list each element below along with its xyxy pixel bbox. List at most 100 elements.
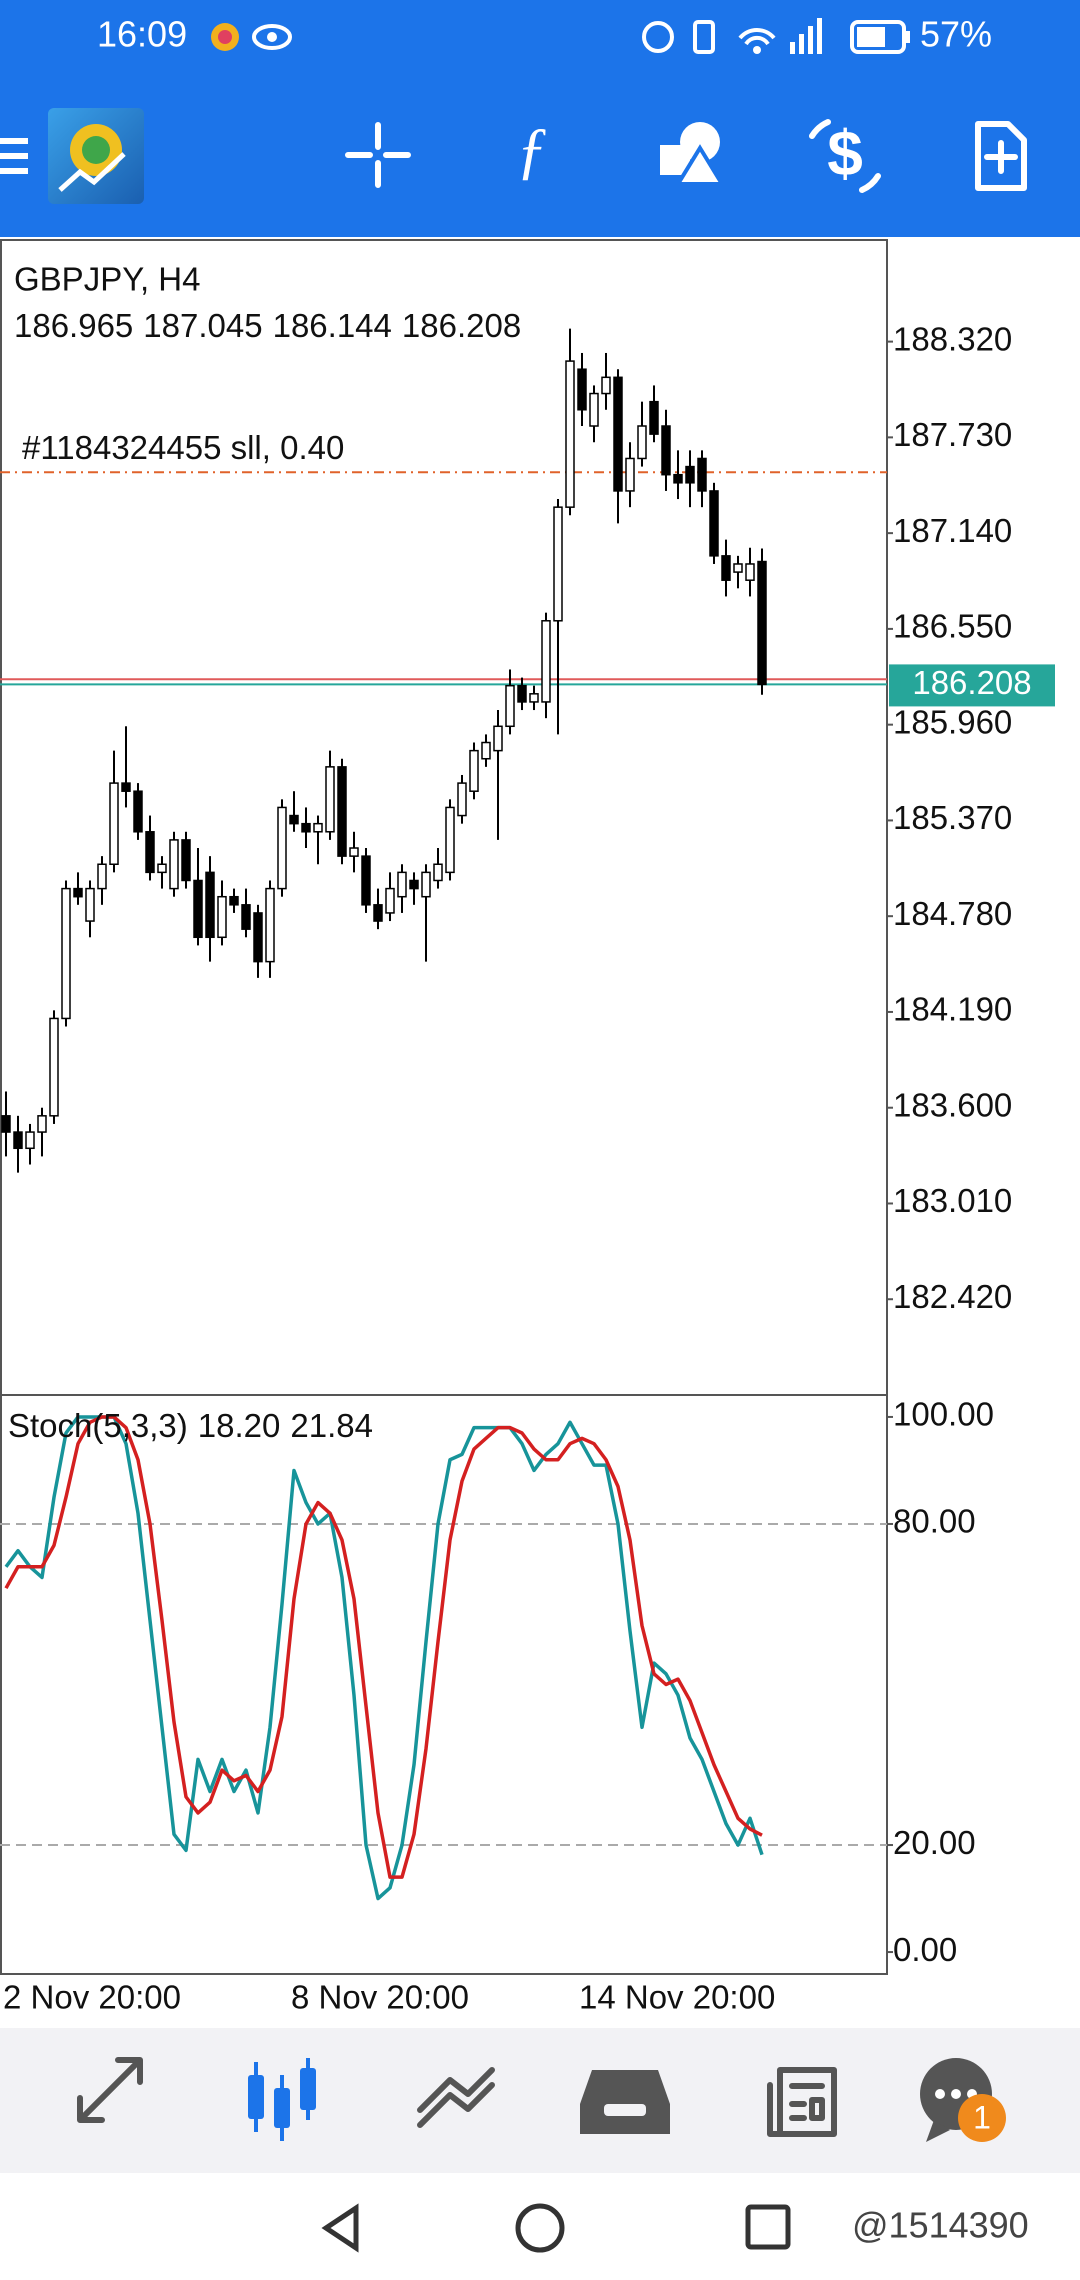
candle-body (25, 1131, 35, 1150)
candle-body (469, 749, 479, 792)
battery-level: 57% (920, 14, 992, 55)
trade-tab[interactable] (417, 2067, 495, 2128)
candle-body (385, 887, 395, 914)
candle-body (673, 473, 683, 484)
ohlc-low: 186.144 (273, 307, 392, 344)
y-tick-label: 185.960 (893, 703, 1012, 740)
candle-body (565, 360, 575, 508)
candle-body (85, 887, 95, 922)
candle-body (433, 863, 443, 882)
x-tick-label: 14 Nov 20:00 (579, 1979, 775, 2016)
indicators-button[interactable]: ƒ (516, 115, 548, 186)
ohlc-close: 186.208 (402, 307, 521, 344)
candle-body (517, 684, 527, 703)
candle-body (649, 400, 659, 435)
y-tick-label: 20.00 (893, 1824, 976, 1861)
candle-body (409, 879, 419, 890)
news-tab[interactable] (767, 2067, 837, 2137)
candle-body (217, 895, 227, 939)
notification-badge: 1 (973, 2099, 991, 2135)
y-tick-label: 185.370 (893, 799, 1012, 836)
quotes-tab[interactable] (77, 2057, 143, 2123)
stoch-value-label: 21.84 (290, 1407, 373, 1444)
y-tick-label: 183.010 (893, 1182, 1012, 1219)
crosshair-button[interactable] (345, 122, 411, 188)
ohlc-open: 186.965 (14, 307, 133, 344)
candle-body (121, 782, 131, 792)
candle-body (457, 782, 467, 817)
symbol-title: GBPJPY, H4 (14, 261, 200, 298)
bid-label: 186.208 (912, 664, 1031, 701)
candle-body (13, 1131, 23, 1150)
candle-body (661, 425, 671, 476)
ohlc-header: 186.965 187.045 186.144 186.208 (14, 307, 521, 344)
candle-body (697, 457, 707, 492)
candle-body (589, 392, 599, 427)
y-tick-label: 0.00 (893, 1931, 957, 1968)
candle-body (289, 814, 299, 825)
candle-body (361, 855, 371, 906)
svg-text:ƒ: ƒ (516, 115, 548, 186)
x-tick-label: 8 Nov 20:00 (291, 1979, 469, 2016)
menu-button[interactable] (0, 138, 28, 174)
recents-button[interactable] (745, 2204, 791, 2250)
candle-body (733, 563, 743, 573)
candle-body (205, 871, 215, 939)
bottom-nav (0, 2028, 1080, 2173)
stochastic-chart (0, 1415, 887, 1901)
axes: 188.320 187.730 187.140 186.550 185.960 185.3… (3, 320, 1055, 2016)
candle-body (685, 465, 695, 484)
candle-body (757, 560, 767, 686)
status-icons (211, 18, 910, 54)
candle-body (1, 1115, 11, 1133)
clock: 16:09 (97, 14, 187, 55)
back-button[interactable] (321, 2203, 359, 2253)
candle-body (505, 684, 515, 728)
candle-body (613, 376, 623, 492)
candle-body (721, 555, 731, 581)
y-tick-label: 187.140 (893, 512, 1012, 549)
app-logo[interactable] (48, 108, 144, 204)
y-tick-label: 100.00 (893, 1396, 994, 1433)
candle-body (445, 806, 455, 874)
trade-button[interactable]: $ (809, 117, 881, 193)
candle-body (313, 822, 323, 833)
candle-body (373, 904, 383, 922)
y-tick-label: 187.730 (893, 416, 1012, 453)
candle-body (157, 863, 167, 874)
candle-body (241, 904, 251, 930)
candle-body (145, 831, 155, 874)
stoch-header: Stoch(5,3,3) 18.20 21.84 (8, 1407, 373, 1444)
candle-body (181, 839, 191, 882)
y-tick-label: 188.320 (893, 320, 1012, 357)
objects-button[interactable] (660, 122, 726, 186)
history-tab[interactable] (580, 2070, 670, 2134)
candle-body (133, 790, 143, 833)
home-button[interactable] (515, 2203, 565, 2253)
system-nav (321, 2203, 791, 2253)
candle-body (397, 871, 407, 898)
new-order-button[interactable] (975, 121, 1027, 191)
candle-body (577, 368, 587, 411)
candle-body (277, 806, 287, 890)
candle-body (109, 782, 119, 865)
watermark: @1514390 (852, 2205, 1029, 2246)
candle-body (745, 563, 755, 581)
candle-body (253, 912, 263, 963)
candle-body (553, 506, 563, 622)
chat-tab[interactable]: 1 (920, 2058, 1006, 2142)
candle-body (625, 457, 635, 492)
candle-body (601, 376, 611, 395)
candle-body (421, 871, 431, 898)
y-tick-label: 186.550 (893, 608, 1012, 645)
candle-body (193, 879, 203, 939)
stoch-title: Stoch(5,3,3) (8, 1407, 188, 1444)
order-label: #1184324455 sll, 0.40 (22, 429, 344, 466)
y-tick-label: 183.600 (893, 1086, 1012, 1123)
candle-body (637, 425, 647, 460)
candle-body (709, 490, 719, 557)
app-bar (0, 0, 1080, 237)
chart-tab[interactable] (248, 2058, 316, 2141)
candle-body (301, 822, 311, 833)
